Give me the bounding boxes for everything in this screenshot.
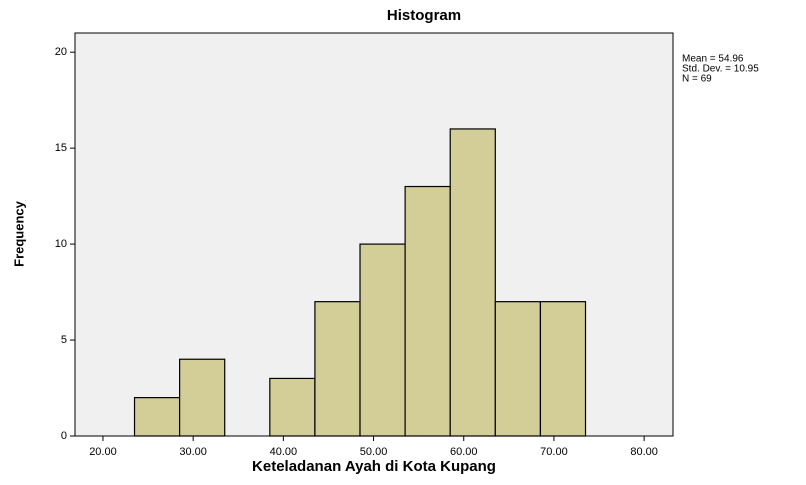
bar [133,397,181,437]
x-tick-label: 80.00 [630,446,658,458]
x-tick-label: 40.00 [270,446,298,458]
y-tick-label: 5 [61,334,67,346]
bar [359,243,406,437]
y-axis-label: Frequency [11,200,26,267]
x-tick-label: 70.00 [540,446,568,458]
x-tick-label: 50.00 [360,446,388,458]
bar [314,301,361,437]
chart-title: Histogram [387,7,461,24]
bar [179,358,226,437]
x-axis-label: Keteladanan Ayah di Kota Kupang [252,458,496,475]
bar [404,185,451,437]
annotation-line: Std. Dev. = 10.95 [682,64,759,75]
bar [449,128,496,437]
x-tick-label: 30.00 [179,446,207,458]
x-tick-label: 60.00 [450,446,478,458]
x-tick-label: 20.00 [89,446,117,458]
bar [269,377,316,437]
y-tick-label: 10 [55,238,67,250]
y-tick-label: 20 [55,46,67,58]
annotation-line: Mean = 54.96 [682,54,744,65]
annotation-line: N = 69 [682,74,712,85]
y-tick-label: 15 [55,142,67,154]
y-tick-label: 0 [61,430,67,442]
bar [494,301,542,437]
bar [539,301,587,437]
